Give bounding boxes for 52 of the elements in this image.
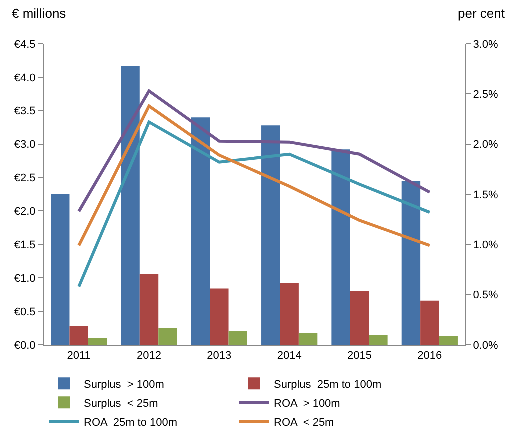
legend-label: ROA > 100m xyxy=(274,398,340,410)
legend-label: ROA < 25m xyxy=(274,416,334,429)
y-tick-label: €0.0 xyxy=(14,340,36,352)
line-series xyxy=(78,90,432,214)
legend-label: ROA 25m to 100m xyxy=(84,416,178,429)
bar xyxy=(280,283,299,345)
bar xyxy=(51,194,70,345)
x-tick-label: 2011 xyxy=(67,350,91,362)
x-tick-label: 2012 xyxy=(137,350,162,362)
x-tick-label: 2016 xyxy=(418,350,442,362)
bar xyxy=(369,334,388,345)
bar xyxy=(191,118,210,345)
y-tick-label: €4.0 xyxy=(14,72,36,84)
y-tick-label: €1.0 xyxy=(14,272,36,285)
x-tick-label: 2013 xyxy=(207,350,232,362)
y-tick-label: €3.5 xyxy=(14,106,36,118)
y2-tick-label: 0.5% xyxy=(473,290,498,302)
x-tick-label: 2015 xyxy=(348,350,372,362)
bar xyxy=(298,332,318,345)
y2-tick-label: 0.0% xyxy=(473,340,498,352)
y-tick-label: €0.5 xyxy=(14,306,36,318)
y-tick-label: €1.5 xyxy=(14,240,36,252)
y2-axis-title: per cent xyxy=(458,6,506,21)
legend-label: Surplus > 100m xyxy=(84,378,164,391)
bar xyxy=(262,126,280,345)
bar xyxy=(88,338,108,345)
bar xyxy=(402,181,421,345)
bar xyxy=(439,336,458,345)
legend-label: Surplus 25m to 100m xyxy=(274,378,382,391)
y2-tick-label: 2.5% xyxy=(473,89,498,102)
y-tick-label: €2.0 xyxy=(14,206,36,218)
bar xyxy=(140,274,159,345)
x-tick-label: 2014 xyxy=(277,350,302,362)
y-tick-label: €4.5 xyxy=(14,38,36,51)
bar xyxy=(350,291,370,345)
y-tick-label: €3.0 xyxy=(14,139,36,152)
y-axis-title: € millions xyxy=(12,6,67,21)
bar xyxy=(228,330,248,345)
bar xyxy=(121,66,140,345)
bar xyxy=(70,326,88,345)
legend-label: Surplus < 25m xyxy=(84,398,158,410)
bar xyxy=(332,150,350,345)
y2-tick-label: 3.0% xyxy=(473,38,498,51)
y-tick-label: €2.5 xyxy=(14,172,36,185)
bar xyxy=(420,300,440,345)
line-series xyxy=(78,120,432,288)
bar xyxy=(210,288,229,345)
line-series xyxy=(78,104,432,248)
y2-tick-label: 1.5% xyxy=(473,189,498,202)
y2-tick-label: 2.0% xyxy=(473,139,498,152)
y2-tick-label: 1.0% xyxy=(473,240,498,252)
bar xyxy=(158,328,178,345)
